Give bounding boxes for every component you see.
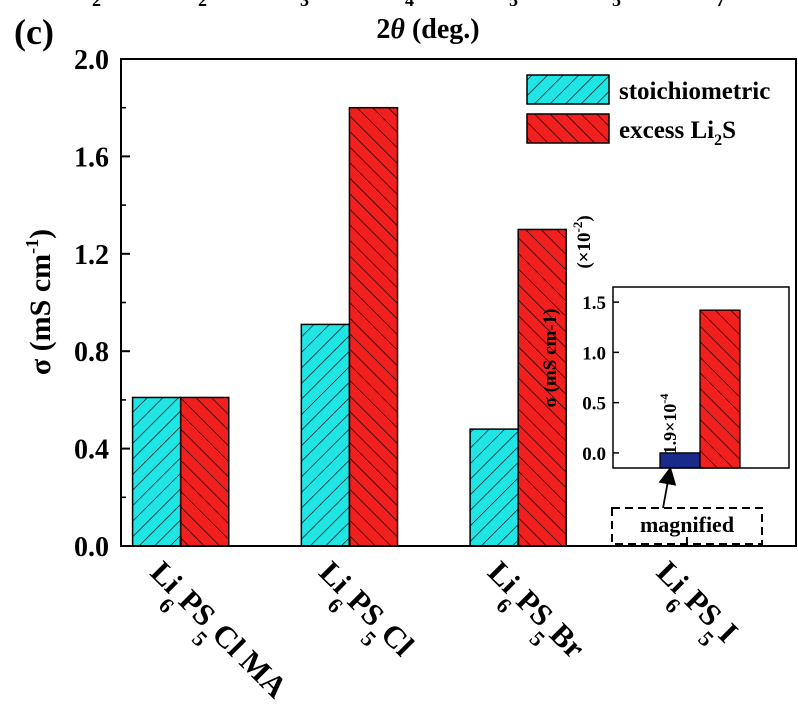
y-tick-label: 0.0: [74, 532, 109, 563]
y-tick-label: 1.6: [74, 142, 109, 173]
x-tick-label: Li6PS5Cl MA: [133, 554, 295, 704]
y-axis: 0.0 0.4 0.8 1.2 1.6 2.0: [74, 45, 130, 563]
top-axis-label: 2θ (deg.): [376, 14, 479, 45]
inset-y-tick-label: 1.0: [582, 343, 606, 364]
bar-excess-1: [348, 106, 399, 547]
y-tick-label: 0.8: [74, 337, 109, 368]
x-tick-label-part: PS: [341, 583, 391, 633]
x-tick-label-part: PS: [510, 583, 560, 633]
svg-text:2: 2: [92, 0, 101, 10]
panel-label: (c): [14, 12, 54, 52]
x-tick-label-part: Li: [312, 554, 358, 600]
inset-y-axis: 0.0 0.5 1.0 1.5: [582, 293, 619, 465]
x-tick-label-part: PS: [678, 583, 728, 633]
x-tick-label-part: Li: [650, 554, 696, 600]
top-axis-label-theta: θ: [390, 14, 405, 45]
y-axis-label-tail: ): [24, 229, 57, 239]
svg-text:2: 2: [198, 0, 207, 10]
svg-text:5: 5: [509, 0, 518, 10]
legend-label-excess-sub: 2: [714, 132, 722, 149]
inset-y-axis-multiplier: (×10-2): [570, 215, 595, 268]
inset-y-tick-label: 0.5: [582, 394, 606, 415]
magnified-box: [611, 507, 763, 545]
top-axis-label-tail: (deg.): [405, 14, 480, 45]
cropped-top-ticks: 2 2 3 4 5 5 7: [0, 0, 798, 10]
inset-chart: σ (mS cm-1) (×10-2) 0.0 0.5 1.0 1.5 1.9×10-…: [540, 215, 790, 545]
magnified-arrow: [658, 466, 677, 509]
x-tick-label-part: Cl MA: [206, 616, 295, 704]
bar-stoichiometric-1: [300, 323, 351, 547]
inset-frame: [612, 286, 790, 469]
legend-label-excess-tail: S: [722, 117, 736, 144]
inset-y-axis-label: σ (mS cm-1): [540, 309, 561, 408]
magnified-label: magnified: [640, 512, 734, 537]
x-tick-label: Li6PS5Br: [471, 554, 593, 676]
inset-y-tick-label: 1.5: [582, 293, 606, 314]
svg-text:3: 3: [300, 0, 309, 10]
bars: [131, 106, 688, 547]
top-axis-label-main: 2: [376, 14, 390, 45]
plot-frame: [120, 58, 797, 547]
y-tick-label: 0.4: [74, 435, 109, 466]
x-tick-label-part: Li: [481, 554, 527, 600]
bar-stoichiometric-2: [469, 428, 519, 547]
legend-swatch-stoichiometric: [526, 74, 610, 105]
legend: stoichiometric excess Li2S: [526, 74, 770, 149]
y-tick-label: 1.2: [74, 240, 109, 271]
inset-y-tick-label: 0.0: [582, 444, 606, 465]
x-tick-label: Li6PS5I: [639, 554, 745, 660]
x-tick-label-part: PS: [172, 583, 222, 633]
svg-text:5: 5: [612, 0, 621, 10]
legend-label-excess: excess Li2S: [619, 117, 736, 149]
x-tick-label: Li6PS5Cl: [302, 554, 421, 673]
x-tick-label-part: Br: [543, 616, 592, 665]
bar-excess-2: [517, 228, 568, 547]
inset-bar-excess: [699, 309, 741, 469]
legend-label-excess-main: excess Li: [619, 117, 714, 144]
inset-annotation: 1.9×10-4: [657, 394, 680, 455]
y-axis-label-main: σ (mS cm: [24, 254, 57, 375]
svg-text:7: 7: [716, 0, 725, 10]
y-tick-label: 2.0: [74, 45, 109, 76]
y-axis-label: σ (mS cm-1): [22, 229, 57, 375]
legend-swatch-excess: [526, 113, 610, 144]
x-tick-label-part: Li: [144, 554, 190, 600]
bar-stoichiometric-0: [131, 396, 182, 547]
bar-excess-0: [179, 396, 230, 547]
svg-text:4: 4: [405, 0, 414, 10]
y-axis-label-sup: -1: [22, 239, 42, 254]
legend-label-stoichiometric: stoichiometric: [619, 78, 770, 105]
x-tick-label-part: Cl: [374, 616, 421, 663]
